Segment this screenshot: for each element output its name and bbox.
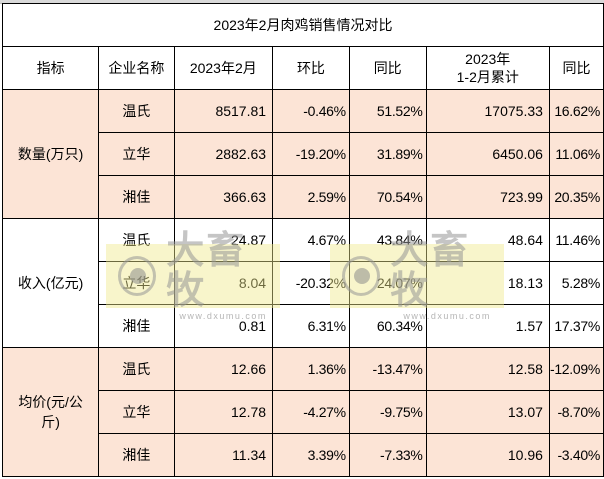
table-title: 2023年2月肉鸡销售情况对比 [2, 3, 604, 47]
header-row: 指标 企业名称 2023年2月 环比 同比 2023年 1-2月累计 同比 [1, 46, 604, 90]
cumulative-yoy-value: -3.40% [548, 433, 604, 477]
mom-value: 3.39% [272, 433, 350, 477]
yoy-value: 51.52% [348, 89, 427, 133]
cumulative-value: 18.13 [425, 261, 550, 305]
cumulative-yoy-value: -8.70% [548, 390, 604, 434]
cumulative-yoy-value: 17.37% [548, 304, 604, 348]
cumulative-value: 13.07 [425, 390, 550, 434]
month-value: 8.04 [173, 261, 274, 305]
month-value: 8517.81 [173, 89, 274, 133]
month-value: 0.81 [173, 304, 274, 348]
company-cell: 湘佳 [98, 175, 175, 219]
mom-value: -4.27% [272, 390, 350, 434]
metric-revenue: 收入(亿元) [1, 218, 100, 348]
metric-average-price-line1: 均价(元/公 [18, 394, 83, 410]
table-row: 湘佳 0.81 6.31% 60.34% 1.57 17.37% [3, 304, 604, 348]
header-cumulative-line2: 1-2月累计 [456, 69, 519, 85]
yoy-value: 60.34% [348, 304, 427, 348]
yoy-value: -9.75% [348, 390, 427, 434]
company-cell: 湘佳 [98, 304, 175, 348]
yoy-value: -13.47% [348, 347, 427, 391]
yoy-value: 43.84% [348, 218, 427, 262]
header-mom: 环比 [272, 46, 350, 90]
cumulative-value: 10.96 [425, 433, 550, 477]
header-metric: 指标 [1, 46, 100, 90]
company-cell: 立华 [98, 261, 175, 305]
month-value: 366.63 [173, 175, 274, 219]
table-row: 湘佳 366.63 2.59% 70.54% 723.99 20.35% [3, 175, 604, 219]
cumulative-value: 1.57 [425, 304, 550, 348]
yoy-value: -7.33% [348, 433, 427, 477]
metric-average-price: 均价(元/公 斤) [1, 347, 100, 477]
mom-value: -19.20% [272, 132, 350, 176]
cumulative-yoy-value: 11.46% [548, 218, 604, 262]
cumulative-yoy-value: -12.09% [548, 347, 604, 391]
company-cell: 温氏 [98, 347, 175, 391]
company-cell: 温氏 [98, 218, 175, 262]
yoy-value: 70.54% [348, 175, 427, 219]
cumulative-value: 17075.33 [425, 89, 550, 133]
cumulative-yoy-value: 20.35% [548, 175, 604, 219]
company-cell: 温氏 [98, 89, 175, 133]
cumulative-value: 6450.06 [425, 132, 550, 176]
header-company: 企业名称 [98, 46, 175, 90]
yoy-value: 24.07% [348, 261, 427, 305]
table-row: 收入(亿元) 温氏 24.87 4.67% 43.84% 48.64 11.46… [1, 218, 604, 348]
month-value: 11.34 [173, 433, 274, 477]
meat-chicken-sales-table: 2023年2月肉鸡销售情况对比 指标 企业名称 2023年2月 环比 同比 20… [1, 3, 604, 477]
company-cell: 立华 [98, 132, 175, 176]
month-value: 12.78 [173, 390, 274, 434]
mom-value: -20.32% [272, 261, 350, 305]
metric-quantity: 数量(万只) [1, 89, 100, 219]
table-row: 数量(万只) 温氏 8517.81 -0.46% 51.52% 17075.33… [1, 89, 604, 219]
cumulative-value: 48.64 [425, 218, 550, 262]
cumulative-value: 723.99 [425, 175, 550, 219]
header-month: 2023年2月 [173, 46, 274, 90]
month-value: 24.87 [173, 218, 274, 262]
mom-value: 2.59% [272, 175, 350, 219]
mom-value: 1.36% [272, 347, 350, 391]
header-cumulative: 2023年 1-2月累计 [425, 46, 550, 90]
mom-value: 6.31% [272, 304, 350, 348]
header-cumulative-line1: 2023年 [465, 51, 511, 67]
metric-average-price-line2: 斤) [41, 414, 60, 430]
table-row: 立华 2882.63 -19.20% 31.89% 6450.06 11.06% [3, 132, 604, 176]
header-cumulative-yoy: 同比 [548, 46, 604, 90]
cumulative-yoy-value: 16.62% [548, 89, 604, 133]
header-yoy: 同比 [348, 46, 427, 90]
cumulative-yoy-value: 5.28% [548, 261, 604, 305]
cumulative-value: 12.58 [425, 347, 550, 391]
mom-value: 4.67% [272, 218, 350, 262]
month-value: 12.66 [173, 347, 274, 391]
mom-value: -0.46% [272, 89, 350, 133]
month-value: 2882.63 [173, 132, 274, 176]
yoy-value: 31.89% [348, 132, 427, 176]
cumulative-yoy-value: 11.06% [548, 132, 604, 176]
table-row: 均价(元/公 斤) 温氏 12.66 1.36% -13.47% 12.58 -… [1, 347, 604, 477]
company-cell: 湘佳 [98, 433, 175, 477]
company-cell: 立华 [98, 390, 175, 434]
table-row: 湘佳 11.34 3.39% -7.33% 10.96 -3.40% [3, 433, 604, 477]
